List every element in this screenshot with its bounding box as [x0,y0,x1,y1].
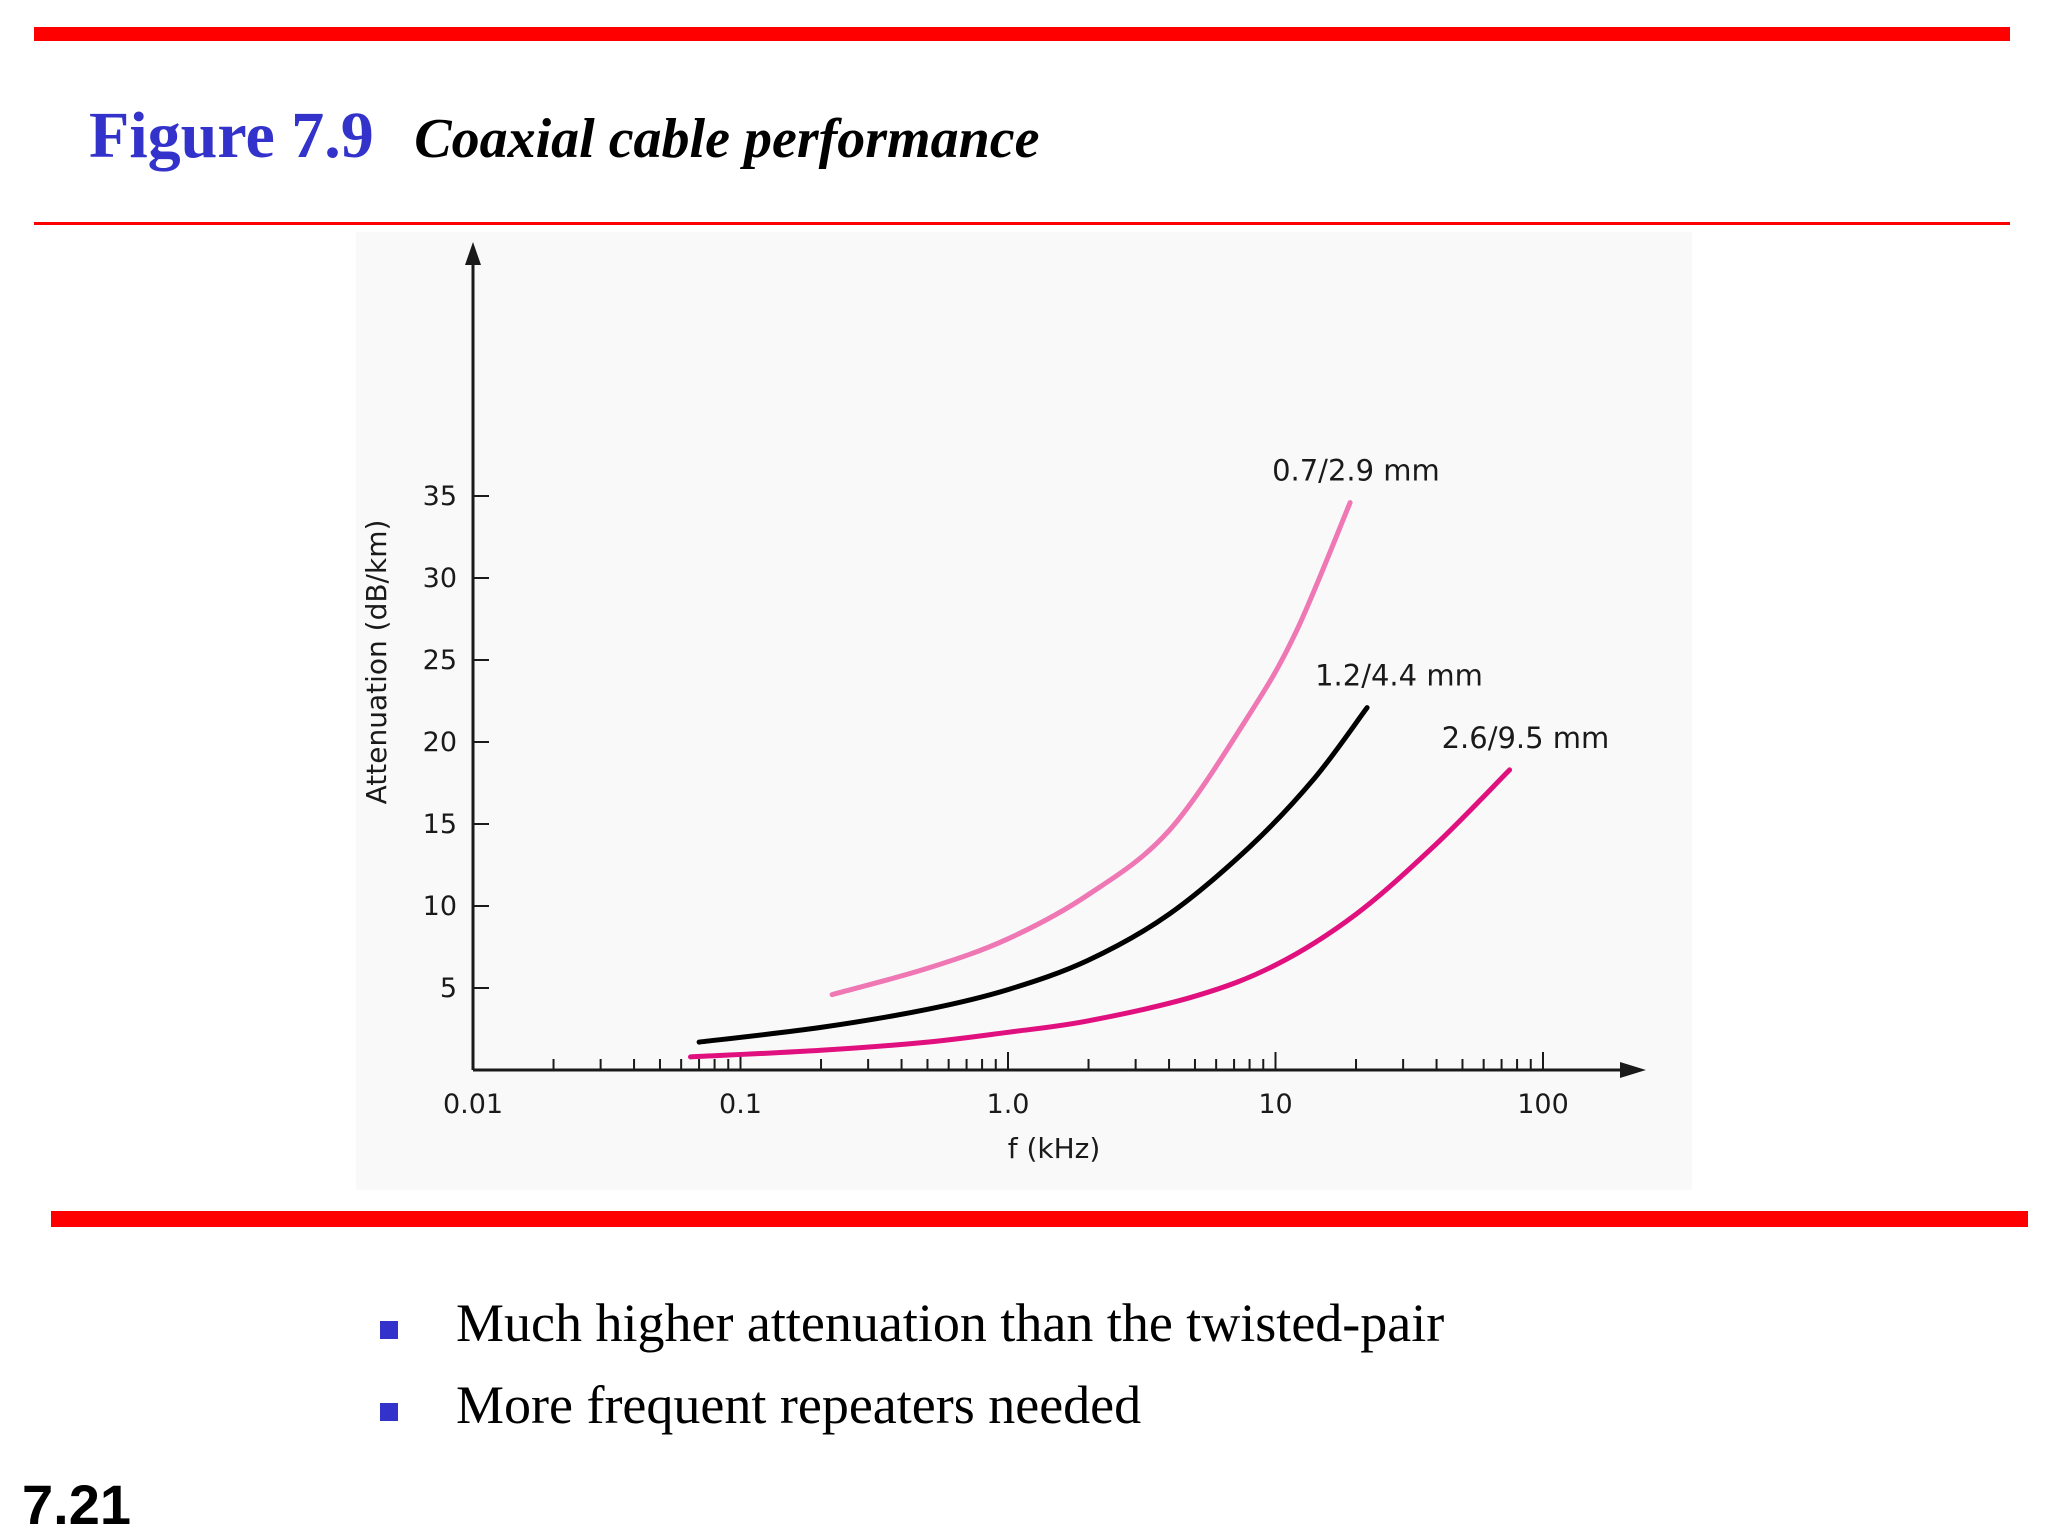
chart-axes [465,242,1646,1078]
y-tick-label: 30 [423,563,457,594]
series-line [696,705,1370,1045]
x-tick-label: 10 [1258,1089,1292,1120]
bullet-text: More frequent repeaters needed [456,1375,1142,1435]
series-line [688,767,1513,1060]
y-axis-arrow-icon [465,242,481,265]
series-label: 2.6/9.5 mm [1442,721,1610,755]
slide-number: 7.21 [22,1473,131,1536]
bottom-red-rule [51,1211,2028,1227]
x-axis-title: f (kHz) [1008,1132,1101,1165]
y-tick-label: 25 [423,645,457,676]
y-tick-label: 10 [423,891,457,922]
attenuation-chart: 0.01 0.1 1.0 10 100 5 10 15 20 25 30 35 0.7/2.9 mm 1… [360,242,1646,1165]
figure-label: Figure 7.9 [89,99,374,172]
bullet-text: Much higher attenuation than the twisted… [456,1293,1445,1353]
square-bullet-icon [380,1403,398,1421]
series-layer: 0.7/2.9 mm 1.2/4.4 mm 2.6/9.5 mm [688,454,1610,1060]
top-red-rule [34,27,2010,41]
x-tick-label: 0.01 [443,1089,503,1120]
y-tick-label: 15 [423,809,457,840]
x-axis-arrow-icon [1620,1062,1646,1078]
figure-caption: Coaxial cable performance [414,108,1040,170]
series-label: 1.2/4.4 mm [1315,659,1483,693]
series-line [829,500,1353,998]
x-tick-label: 100 [1517,1089,1569,1120]
tick-group: 0.01 0.1 1.0 10 100 5 10 15 20 25 30 35 [423,481,1569,1120]
chart-panel: 0.01 0.1 1.0 10 100 5 10 15 20 25 30 35 0.7/2.9 mm 1… [356,232,1692,1190]
series-label: 0.7/2.9 mm [1272,454,1440,488]
bullet-item: Much higher attenuation than the twisted… [380,1282,1444,1364]
x-tick-label: 0.1 [719,1089,762,1120]
slide-title: Figure 7.9 Coaxial cable performance [89,98,1039,174]
square-bullet-icon [380,1321,398,1339]
x-tick-label: 1.0 [987,1089,1030,1120]
y-tick-label: 35 [423,481,457,512]
title-underline-rule [34,222,2010,225]
bullet-list: Much higher attenuation than the twisted… [380,1282,1444,1446]
y-tick-label: 20 [423,727,457,758]
y-tick-label: 5 [440,973,457,1004]
y-axis-title: Attenuation (dB/km) [360,520,393,805]
bullet-item: More frequent repeaters needed [380,1364,1444,1446]
